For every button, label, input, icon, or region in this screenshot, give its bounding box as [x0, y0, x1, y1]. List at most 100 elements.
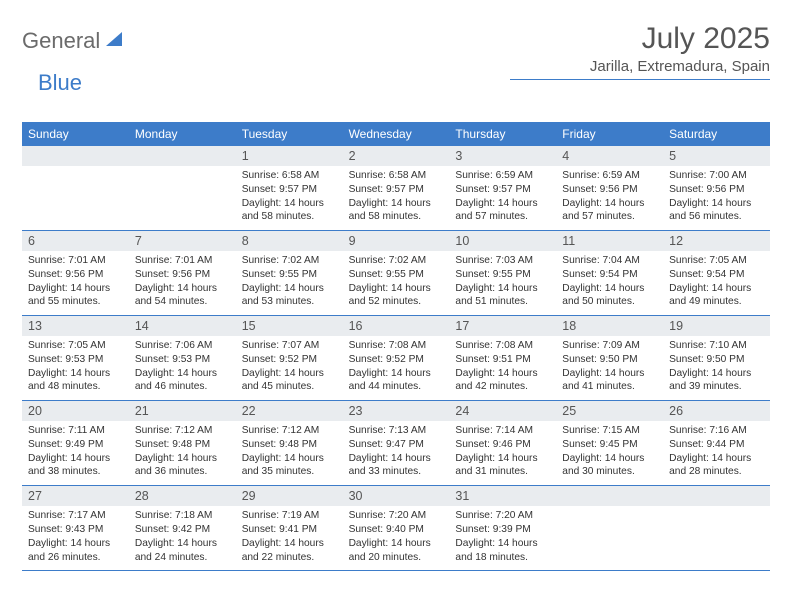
- day-number: .: [556, 486, 663, 506]
- day-cell: 9Sunrise: 7:02 AMSunset: 9:55 PMDaylight…: [343, 231, 450, 315]
- day-details: Sunrise: 6:58 AMSunset: 9:57 PMDaylight:…: [343, 166, 450, 230]
- day-cell: 19Sunrise: 7:10 AMSunset: 9:50 PMDayligh…: [663, 316, 770, 400]
- day-cell: 21Sunrise: 7:12 AMSunset: 9:48 PMDayligh…: [129, 401, 236, 485]
- day-cell: .: [663, 486, 770, 570]
- day-number: 6: [22, 231, 129, 251]
- day-details: Sunrise: 7:20 AMSunset: 9:39 PMDaylight:…: [449, 506, 556, 570]
- day-number: 17: [449, 316, 556, 336]
- day-cell: 2Sunrise: 6:58 AMSunset: 9:57 PMDaylight…: [343, 146, 450, 230]
- day-number: 31: [449, 486, 556, 506]
- day-cell: .: [22, 146, 129, 230]
- weekday-header: Thursday: [449, 122, 556, 146]
- day-number: 7: [129, 231, 236, 251]
- day-number: 18: [556, 316, 663, 336]
- day-details: Sunrise: 7:05 AMSunset: 9:54 PMDaylight:…: [663, 251, 770, 315]
- week-row: 20Sunrise: 7:11 AMSunset: 9:49 PMDayligh…: [22, 401, 770, 486]
- day-cell: 28Sunrise: 7:18 AMSunset: 9:42 PMDayligh…: [129, 486, 236, 570]
- day-details: Sunrise: 7:13 AMSunset: 9:47 PMDaylight:…: [343, 421, 450, 485]
- day-number: 14: [129, 316, 236, 336]
- weekday-header: Friday: [556, 122, 663, 146]
- day-cell: 14Sunrise: 7:06 AMSunset: 9:53 PMDayligh…: [129, 316, 236, 400]
- day-number: 25: [556, 401, 663, 421]
- day-cell: 3Sunrise: 6:59 AMSunset: 9:57 PMDaylight…: [449, 146, 556, 230]
- day-number: 13: [22, 316, 129, 336]
- day-details: Sunrise: 7:02 AMSunset: 9:55 PMDaylight:…: [236, 251, 343, 315]
- day-details: Sunrise: 7:08 AMSunset: 9:52 PMDaylight:…: [343, 336, 450, 400]
- day-number: 26: [663, 401, 770, 421]
- day-number: 3: [449, 146, 556, 166]
- logo: General: [22, 28, 126, 54]
- logo-text-blue: Blue: [38, 70, 82, 95]
- day-number: .: [663, 486, 770, 506]
- weekday-header-row: SundayMondayTuesdayWednesdayThursdayFrid…: [22, 122, 770, 146]
- day-details: Sunrise: 6:59 AMSunset: 9:56 PMDaylight:…: [556, 166, 663, 230]
- day-cell: 6Sunrise: 7:01 AMSunset: 9:56 PMDaylight…: [22, 231, 129, 315]
- day-details: Sunrise: 7:17 AMSunset: 9:43 PMDaylight:…: [22, 506, 129, 570]
- day-number: 5: [663, 146, 770, 166]
- week-row: 27Sunrise: 7:17 AMSunset: 9:43 PMDayligh…: [22, 486, 770, 571]
- day-cell: 30Sunrise: 7:20 AMSunset: 9:40 PMDayligh…: [343, 486, 450, 570]
- day-details: Sunrise: 6:59 AMSunset: 9:57 PMDaylight:…: [449, 166, 556, 230]
- day-number: 1: [236, 146, 343, 166]
- day-cell: 12Sunrise: 7:05 AMSunset: 9:54 PMDayligh…: [663, 231, 770, 315]
- day-details: Sunrise: 7:05 AMSunset: 9:53 PMDaylight:…: [22, 336, 129, 400]
- day-number: 27: [22, 486, 129, 506]
- weekday-header: Sunday: [22, 122, 129, 146]
- weeks-container: .. 1Sunrise: 6:58 AMSunset: 9:57 PMDaylig…: [22, 146, 770, 571]
- weekday-header: Saturday: [663, 122, 770, 146]
- day-cell: 13Sunrise: 7:05 AMSunset: 9:53 PMDayligh…: [22, 316, 129, 400]
- day-details: Sunrise: 7:15 AMSunset: 9:45 PMDaylight:…: [556, 421, 663, 485]
- day-number: .: [22, 146, 129, 166]
- day-details: Sunrise: 7:09 AMSunset: 9:50 PMDaylight:…: [556, 336, 663, 400]
- day-cell: 5Sunrise: 7:00 AMSunset: 9:56 PMDaylight…: [663, 146, 770, 230]
- weekday-header: Wednesday: [343, 122, 450, 146]
- day-details: Sunrise: 7:04 AMSunset: 9:54 PMDaylight:…: [556, 251, 663, 315]
- week-row: 13Sunrise: 7:05 AMSunset: 9:53 PMDayligh…: [22, 316, 770, 401]
- day-details: Sunrise: 7:16 AMSunset: 9:44 PMDaylight:…: [663, 421, 770, 485]
- day-cell: 25Sunrise: 7:15 AMSunset: 9:45 PMDayligh…: [556, 401, 663, 485]
- day-details: Sunrise: 7:01 AMSunset: 9:56 PMDaylight:…: [129, 251, 236, 315]
- week-row: 6Sunrise: 7:01 AMSunset: 9:56 PMDaylight…: [22, 231, 770, 316]
- day-cell: 16Sunrise: 7:08 AMSunset: 9:52 PMDayligh…: [343, 316, 450, 400]
- day-cell: 20Sunrise: 7:11 AMSunset: 9:49 PMDayligh…: [22, 401, 129, 485]
- day-number: 20: [22, 401, 129, 421]
- day-number: 15: [236, 316, 343, 336]
- day-number: 12: [663, 231, 770, 251]
- day-cell: 23Sunrise: 7:13 AMSunset: 9:47 PMDayligh…: [343, 401, 450, 485]
- day-details: Sunrise: 7:06 AMSunset: 9:53 PMDaylight:…: [129, 336, 236, 400]
- day-cell: 10Sunrise: 7:03 AMSunset: 9:55 PMDayligh…: [449, 231, 556, 315]
- day-cell: 26Sunrise: 7:16 AMSunset: 9:44 PMDayligh…: [663, 401, 770, 485]
- day-details: Sunrise: 7:20 AMSunset: 9:40 PMDaylight:…: [343, 506, 450, 570]
- day-number: 23: [343, 401, 450, 421]
- logo-text-general: General: [22, 28, 100, 54]
- day-details: Sunrise: 7:12 AMSunset: 9:48 PMDaylight:…: [129, 421, 236, 485]
- day-details: Sunrise: 7:19 AMSunset: 9:41 PMDaylight:…: [236, 506, 343, 570]
- day-cell: 24Sunrise: 7:14 AMSunset: 9:46 PMDayligh…: [449, 401, 556, 485]
- day-details: Sunrise: 6:58 AMSunset: 9:57 PMDaylight:…: [236, 166, 343, 230]
- day-number: 16: [343, 316, 450, 336]
- week-row: ..1Sunrise: 6:58 AMSunset: 9:57 PMDaylig…: [22, 146, 770, 231]
- day-number: 24: [449, 401, 556, 421]
- day-cell: 15Sunrise: 7:07 AMSunset: 9:52 PMDayligh…: [236, 316, 343, 400]
- month-title: July 2025: [510, 22, 770, 56]
- weekday-header: Monday: [129, 122, 236, 146]
- day-number: 29: [236, 486, 343, 506]
- day-details: Sunrise: 7:12 AMSunset: 9:48 PMDaylight:…: [236, 421, 343, 485]
- day-number: 8: [236, 231, 343, 251]
- day-details: Sunrise: 7:02 AMSunset: 9:55 PMDaylight:…: [343, 251, 450, 315]
- day-number: 22: [236, 401, 343, 421]
- day-cell: 8Sunrise: 7:02 AMSunset: 9:55 PMDaylight…: [236, 231, 343, 315]
- day-details: Sunrise: 7:18 AMSunset: 9:42 PMDaylight:…: [129, 506, 236, 570]
- day-details: Sunrise: 7:07 AMSunset: 9:52 PMDaylight:…: [236, 336, 343, 400]
- day-cell: 11Sunrise: 7:04 AMSunset: 9:54 PMDayligh…: [556, 231, 663, 315]
- weekday-header: Tuesday: [236, 122, 343, 146]
- day-number: 4: [556, 146, 663, 166]
- day-cell: 22Sunrise: 7:12 AMSunset: 9:48 PMDayligh…: [236, 401, 343, 485]
- day-cell: 31Sunrise: 7:20 AMSunset: 9:39 PMDayligh…: [449, 486, 556, 570]
- logo-sail-icon: [104, 30, 124, 53]
- day-number: 9: [343, 231, 450, 251]
- day-details: Sunrise: 7:03 AMSunset: 9:55 PMDaylight:…: [449, 251, 556, 315]
- day-number: 10: [449, 231, 556, 251]
- day-details: Sunrise: 7:11 AMSunset: 9:49 PMDaylight:…: [22, 421, 129, 485]
- day-details: Sunrise: 7:01 AMSunset: 9:56 PMDaylight:…: [22, 251, 129, 315]
